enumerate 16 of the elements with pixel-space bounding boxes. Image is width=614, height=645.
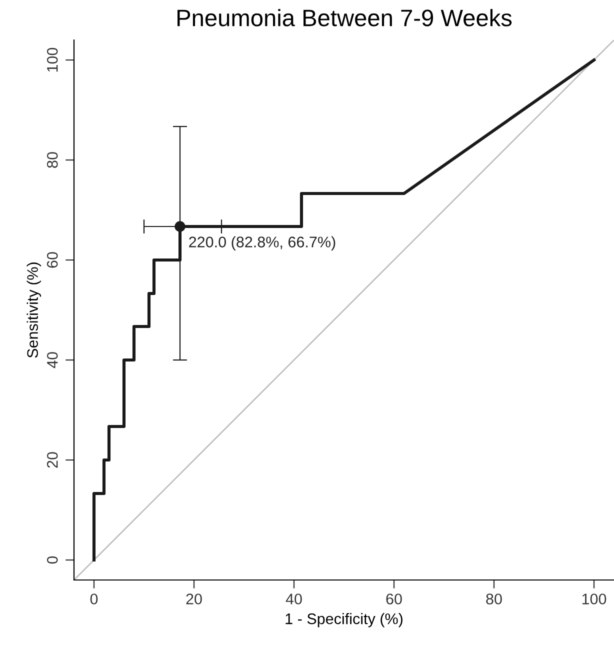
chart-title: Pneumonia Between 7-9 Weeks xyxy=(178,9,512,26)
x-tick-label: 100 xyxy=(582,594,606,604)
y-tick-label: 0 xyxy=(46,556,58,564)
y-tick-label: 60 xyxy=(46,252,58,268)
x-tick-label: 40 xyxy=(286,594,302,604)
y-tick-label: 40 xyxy=(46,352,58,368)
annotation: 220.0 (82.8%, 66.7%) xyxy=(189,236,336,250)
y-axis-title: Sensitivity (%) xyxy=(26,262,42,358)
x-tick-label: 80 xyxy=(486,594,502,604)
x-axis-title: 1 - Specificity (%) xyxy=(286,612,402,628)
y-tick-label: 20 xyxy=(46,452,58,468)
x-tick-label: 20 xyxy=(186,594,202,604)
y-tick-label: 80 xyxy=(46,152,58,168)
y-tick-label: 100 xyxy=(46,48,58,72)
x-tick-label: 0 xyxy=(90,594,98,604)
x-tick-label: 60 xyxy=(386,594,402,604)
